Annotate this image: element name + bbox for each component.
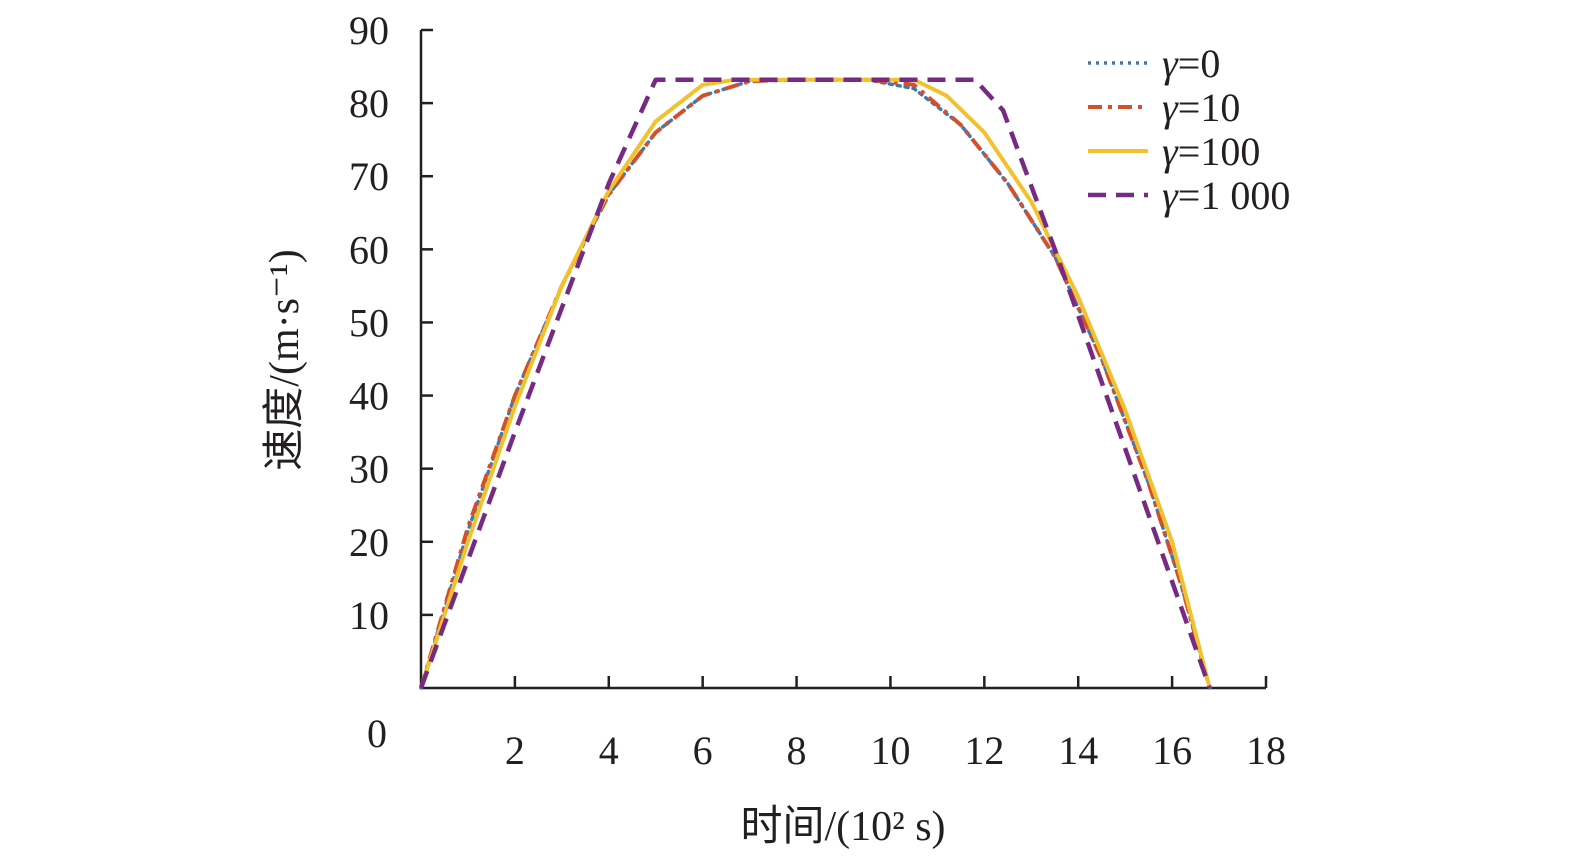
legend-value: =100: [1178, 129, 1261, 174]
y-tick-label: 40: [349, 374, 389, 419]
series-lines: [418, 77, 1212, 690]
y-tick-label: 80: [349, 81, 389, 126]
y-tick-label: 70: [349, 154, 389, 199]
legend-value: =10: [1178, 85, 1241, 130]
y-axis-title: 速度/(m·s⁻¹): [262, 249, 308, 470]
legend-gamma: γ: [1162, 129, 1179, 174]
axes: 2 4 6 8 10 12 14 16 18 10 20 30 40 50 60 70 80 90: [349, 8, 1286, 773]
x-tick-label: 2: [505, 728, 525, 773]
series-line-0: [419, 77, 1212, 690]
x-tick-label: 10: [870, 728, 910, 773]
x-tick-label: 18: [1246, 728, 1286, 773]
x-axis-title: 时间/(10² s): [740, 804, 945, 850]
legend-gamma: γ: [1162, 85, 1179, 130]
x-tick-label: 8: [787, 728, 807, 773]
legend-gamma: γ: [1162, 173, 1179, 218]
y-tick-label: 50: [349, 300, 389, 345]
legend-label-1: γ=10: [1162, 85, 1240, 130]
x-tick-label: 16: [1152, 728, 1192, 773]
x-tick-label: 12: [964, 728, 1004, 773]
y-tick-label: 90: [349, 8, 389, 53]
x-tick-label: 4: [599, 728, 619, 773]
series-line-1: [419, 77, 1212, 689]
y-tick-label: 30: [349, 447, 389, 492]
x-tick-label: 6: [693, 728, 713, 773]
series-line-3: [418, 77, 1212, 689]
legend-gamma: γ: [1162, 41, 1179, 86]
series-line-2: [419, 77, 1212, 689]
origin-label: 0: [367, 711, 387, 756]
y-tick-label: 20: [349, 520, 389, 565]
legend-value: =1 000: [1178, 173, 1291, 218]
x-tick-label: 14: [1058, 728, 1098, 773]
y-tick-label: 60: [349, 227, 389, 272]
legend-value: =0: [1178, 41, 1221, 86]
legend-label-3: γ=1 000: [1162, 173, 1290, 218]
legend-label-2: γ=100: [1162, 129, 1260, 174]
legend-label-0: γ=0: [1162, 41, 1220, 86]
y-tick-label: 10: [349, 593, 389, 638]
